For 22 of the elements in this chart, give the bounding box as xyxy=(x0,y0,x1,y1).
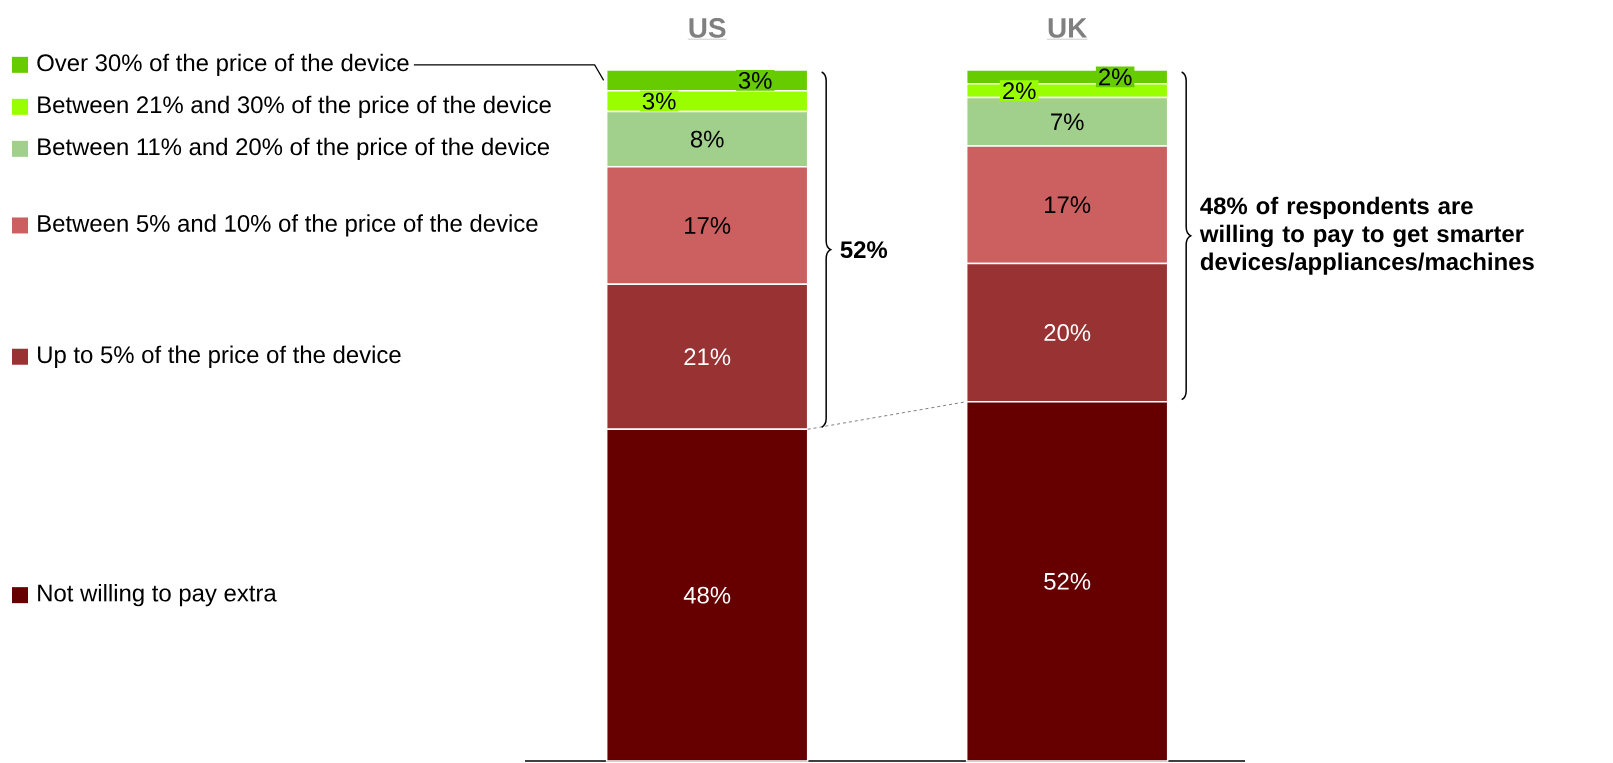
annotation: 52% xyxy=(840,241,888,259)
annotation: 48% of respondents are willing to pay to get smarter devices/appliances/machines xyxy=(1199,196,1534,275)
data-label: 17% xyxy=(685,217,731,234)
x-tick-label: US xyxy=(689,18,726,38)
legend-label: Between 21% and 30% of the price of the device xyxy=(38,95,551,118)
data-label: 3% xyxy=(642,92,676,110)
x-tick-label: UK xyxy=(1048,18,1088,38)
legend-label: Between 11% and 20% of the price of the device xyxy=(38,137,550,160)
legend-label: Up to 5% of the price of the device xyxy=(38,345,401,368)
data-label: 2% xyxy=(1099,68,1132,86)
legend-label: Not willing to pay extra xyxy=(38,584,277,607)
legend-label: Between 5% and 10% of the price of the device xyxy=(38,214,538,237)
data-label: 2% xyxy=(1003,82,1036,100)
data-label: 3% xyxy=(738,71,772,89)
data-label: 8% xyxy=(690,130,724,148)
data-label: 7% xyxy=(1051,113,1084,131)
data-label: 20% xyxy=(1044,324,1091,342)
data-label: 21% xyxy=(684,348,731,366)
data-label: 17% xyxy=(1045,196,1091,214)
legend-label: Over 30% of the price of the device xyxy=(37,53,409,76)
data-label: 48% xyxy=(683,586,731,604)
data-label: 52% xyxy=(1044,572,1091,590)
